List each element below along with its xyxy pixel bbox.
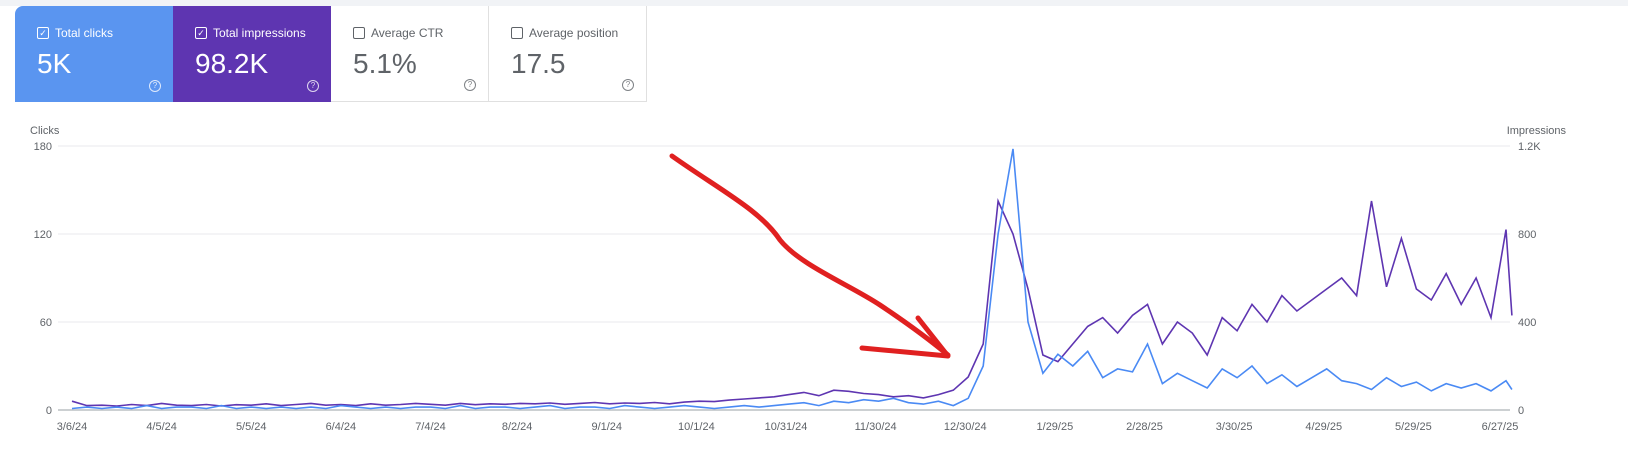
x-tick-label: 3/6/24 [57,421,88,433]
metric-card-average-position[interactable]: Average position 17.5 ? [489,6,647,102]
x-tick-label: 4/5/24 [146,421,177,433]
metric-cards: ✓ Total clicks 5K ? ✓ Total impressions 98… [15,6,647,102]
checkbox-unchecked-icon[interactable] [511,27,523,39]
x-tick-label: 12/30/24 [944,421,987,433]
help-icon[interactable]: ? [149,80,161,92]
x-tick-label: 7/4/24 [415,421,446,433]
help-icon[interactable]: ? [622,79,634,91]
x-tick-label: 5/29/25 [1395,421,1432,433]
metric-value: 98.2K [195,48,269,79]
metric-card-average-ctr[interactable]: Average CTR 5.1% ? [331,6,489,102]
x-tick-label: 4/29/25 [1305,421,1342,433]
metric-label: Total impressions [213,26,306,40]
right-tick-label: 800 [1518,229,1536,241]
x-tick-label: 10/31/24 [765,421,808,433]
x-tick-label: 3/30/25 [1216,421,1253,433]
metric-card-total-impressions[interactable]: ✓ Total impressions 98.2K ? [173,6,331,102]
x-tick-label: 9/1/24 [591,421,622,433]
metric-card-total-clicks[interactable]: ✓ Total clicks 5K ? [15,6,173,102]
x-tick-label: 11/30/24 [855,421,897,433]
series-line-clicks [71,148,1513,410]
series-line-impressions [71,197,1513,407]
checkbox-checked-icon[interactable]: ✓ [195,27,207,39]
x-tick-label: 10/1/24 [678,421,715,433]
x-tick-label: 6/27/25 [1482,421,1519,433]
x-tick-label: 1/29/25 [1037,421,1074,433]
right-axis-label: Impressions [1507,125,1567,137]
annotation-arrow-shaft [669,153,951,358]
left-tick-label: 0 [46,405,52,417]
help-icon[interactable]: ? [307,80,319,92]
left-tick-label: 180 [34,141,52,153]
right-tick-label: 1.2K [1518,141,1541,153]
x-tick-label: 5/5/24 [236,421,267,433]
metric-label: Average CTR [371,26,444,40]
checkbox-checked-icon[interactable]: ✓ [37,27,49,39]
metric-label: Total clicks [55,26,114,40]
annotation-arrow-head [859,315,951,359]
metric-value: 5.1% [353,48,417,79]
left-axis-label: Clicks [30,125,60,137]
help-icon[interactable]: ? [464,79,476,91]
left-tick-label: 60 [40,317,52,329]
top-strip [0,0,1628,6]
left-tick-label: 120 [34,229,52,241]
x-tick-label: 2/28/25 [1126,421,1163,433]
checkbox-unchecked-icon[interactable] [353,27,365,39]
x-tick-label: 8/2/24 [502,421,533,433]
right-tick-label: 400 [1518,317,1536,329]
metric-label: Average position [529,26,619,40]
x-tick-label: 6/4/24 [326,421,357,433]
metric-value: 17.5 [511,48,566,79]
metric-value: 5K [37,48,72,79]
right-tick-label: 0 [1518,405,1524,417]
